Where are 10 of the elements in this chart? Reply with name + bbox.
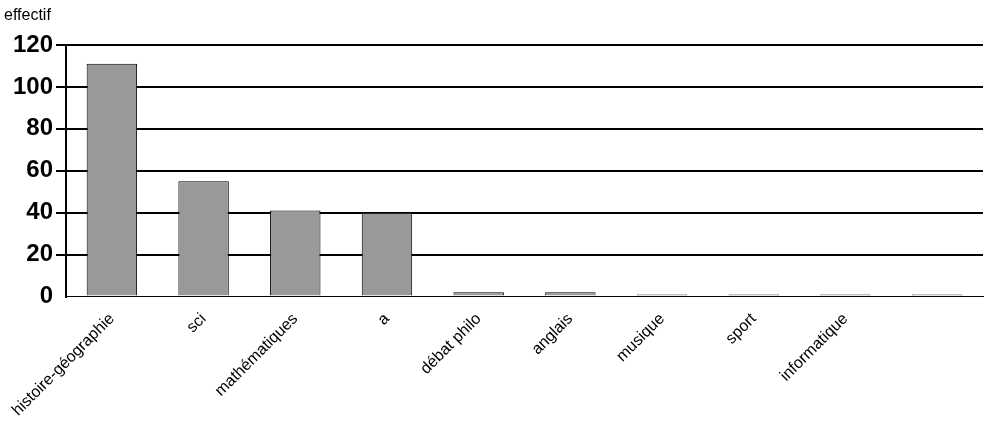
y-axis-title: effectif — [4, 6, 52, 24]
y-tick-label: 60 — [26, 155, 54, 183]
y-tick-label: 120 — [13, 29, 54, 57]
x-tick-label: a — [373, 309, 393, 328]
y-tick-label: 20 — [26, 239, 54, 267]
y-tick-label: 100 — [13, 71, 54, 99]
y-tick-label: 80 — [26, 113, 54, 141]
x-tick-label: sci — [182, 309, 209, 336]
y-tick-label: 0 — [39, 281, 54, 309]
y-tick-label: 40 — [26, 197, 54, 225]
